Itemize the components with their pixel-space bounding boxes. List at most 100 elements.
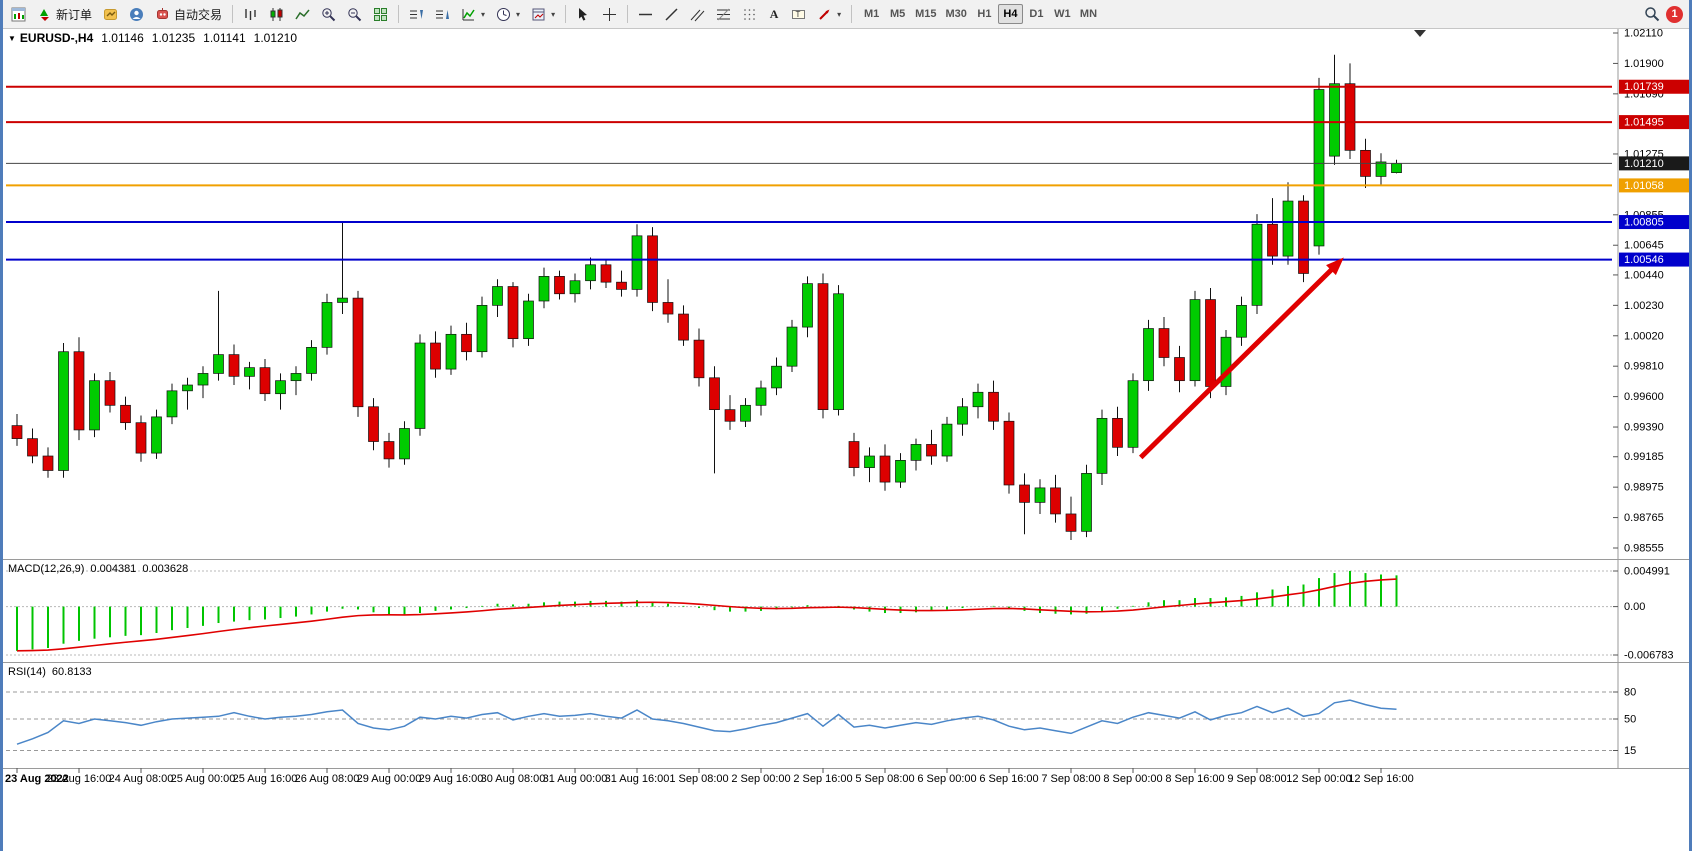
time-axis-label: 5 Sep 08:00	[855, 773, 914, 785]
dropdown-caret-icon: ▾	[481, 9, 486, 19]
zoom-out-icon	[347, 7, 362, 22]
text-tool-button[interactable]: A	[763, 3, 785, 25]
periods-button[interactable]: ▾	[491, 3, 525, 25]
price-axis-label: 1.00645	[1624, 240, 1664, 252]
price-tag: 1.00546	[1619, 252, 1691, 267]
time-axis-label: 29 Aug 16:00	[419, 773, 484, 785]
time-axis-label: 8 Sep 00:00	[1103, 773, 1162, 785]
candlestick-chart-icon	[269, 7, 284, 22]
hline-tool-button[interactable]	[633, 3, 658, 25]
hline-tool-icon	[638, 7, 653, 22]
timeframe-m30[interactable]: M30	[942, 4, 971, 24]
svg-text:1.01210: 1.01210	[1624, 158, 1664, 170]
rsi-value: 60.8133	[51, 666, 92, 678]
price-tag: 1.00805	[1619, 215, 1691, 230]
candlestick-series	[11, 54, 1402, 541]
price-axis-label: 0.99600	[1624, 391, 1664, 403]
time-axis-label: 23 Aug 16:00	[47, 773, 112, 785]
price-axis-label: 0.98975	[1624, 482, 1664, 494]
svg-text:1.01058: 1.01058	[1624, 180, 1664, 192]
time-axis-label: 24 Aug 08:00	[109, 773, 174, 785]
cursor-button[interactable]	[571, 3, 596, 25]
text-tool-icon: A	[769, 6, 779, 21]
timeframe-d1[interactable]: D1	[1024, 4, 1049, 24]
trendline-tool-button[interactable]	[659, 3, 684, 25]
macd-main-value: 0.004381	[90, 563, 137, 575]
indicator-sort-icon	[435, 7, 450, 22]
auto-trading-button[interactable]: 自动交易	[150, 3, 227, 25]
fibonacci-tool-icon	[716, 7, 731, 22]
search-button[interactable]	[1639, 3, 1665, 25]
notification-badge[interactable]: 1	[1666, 5, 1683, 23]
price-axis-label: 1.01900	[1624, 58, 1664, 70]
arrows-tool-button[interactable]: ▾	[812, 3, 846, 25]
fibonacci-tool-button[interactable]	[711, 3, 736, 25]
profile-icon	[129, 7, 144, 22]
tile-windows-button[interactable]	[368, 3, 393, 25]
time-axis-label: 30 Aug 08:00	[481, 773, 546, 785]
macd-signal-value: 0.003628	[142, 563, 189, 575]
timeframe-m15[interactable]: M15	[911, 4, 940, 24]
price-axis-label: 0.99810	[1624, 361, 1664, 373]
dropdown-caret-icon: ▾	[837, 9, 842, 19]
symbol-timeframe-label: EURUSD-,H4	[19, 31, 94, 45]
zoom-out-button[interactable]	[342, 3, 367, 25]
macd-signal-line	[16, 578, 1397, 652]
search-icon	[1644, 6, 1660, 22]
candlestick-chart-button[interactable]	[264, 3, 289, 25]
bar-chart-button[interactable]	[238, 3, 263, 25]
indicator-list-button[interactable]	[404, 3, 429, 25]
grid-tool-button[interactable]	[737, 3, 762, 25]
timeframe-h1[interactable]: H1	[972, 4, 997, 24]
price-axis-label: 0.99390	[1624, 422, 1664, 434]
grid-tool-icon	[742, 7, 757, 22]
mql5-community-button[interactable]	[98, 3, 123, 25]
macd-histogram	[16, 570, 1398, 651]
timeframe-mn[interactable]: MN	[1076, 4, 1101, 24]
open-value: 1.01146	[101, 31, 144, 45]
new-order-button[interactable]: 新订单	[32, 3, 97, 25]
timeframe-group: M1 M5 M15 M30 H1 H4 D1 W1 MN	[859, 4, 1101, 24]
indicator-sort-button[interactable]	[430, 3, 455, 25]
crosshair-button[interactable]	[597, 3, 622, 25]
chart-ohlc-header: ▼ EURUSD-,H4 1.01146 1.01235 1.01141 1.01210	[8, 31, 297, 45]
timeframe-m5[interactable]: M5	[885, 4, 910, 24]
toolbar-separator	[851, 5, 853, 23]
one-click-trading-arrow-icon[interactable]: ▼	[8, 34, 16, 43]
timeframe-w1[interactable]: W1	[1050, 4, 1075, 24]
time-axis-label: 6 Sep 00:00	[917, 773, 976, 785]
new-order-icon	[37, 7, 52, 22]
time-axis-label: 1 Sep 08:00	[669, 773, 728, 785]
arrows-tool-icon	[817, 7, 832, 22]
chart-shift-marker[interactable]	[1414, 30, 1426, 37]
trend-arrow[interactable]	[1138, 262, 1340, 460]
time-axis-label: 6 Sep 16:00	[979, 773, 1038, 785]
toolbar: 新订单 自动交易	[3, 0, 1689, 29]
new-chart-button[interactable]	[6, 3, 31, 25]
auto-trading-label: 自动交易	[174, 7, 223, 22]
label-tool-icon: T	[791, 7, 806, 22]
price-tag: 1.01495	[1619, 115, 1691, 130]
time-axis-label: 7 Sep 08:00	[1041, 773, 1100, 785]
svg-text:1.01495: 1.01495	[1624, 117, 1664, 129]
rsi-axis-label: 80	[1624, 687, 1636, 699]
time-axis-label: 25 Aug 00:00	[171, 773, 236, 785]
channel-tool-button[interactable]	[685, 3, 710, 25]
indicators-button[interactable]: ▾	[456, 3, 490, 25]
timeframe-h4[interactable]: H4	[997, 4, 1023, 24]
toolbar-separator	[627, 5, 629, 23]
toolbar-separator	[565, 5, 567, 23]
line-chart-button[interactable]	[290, 3, 315, 25]
channel-tool-icon	[690, 7, 705, 22]
zoom-in-button[interactable]	[316, 3, 341, 25]
rsi-line	[16, 699, 1397, 745]
svg-text:1.00805: 1.00805	[1624, 217, 1664, 229]
macd-label: MACD(12,26,9)	[8, 563, 85, 575]
label-tool-button[interactable]: T	[786, 3, 811, 25]
zoom-in-icon	[321, 7, 336, 22]
profile-button[interactable]	[124, 3, 149, 25]
window-border-right	[1689, 0, 1692, 851]
timeframe-m1[interactable]: M1	[859, 4, 884, 24]
templates-button[interactable]: ▾	[526, 3, 560, 25]
